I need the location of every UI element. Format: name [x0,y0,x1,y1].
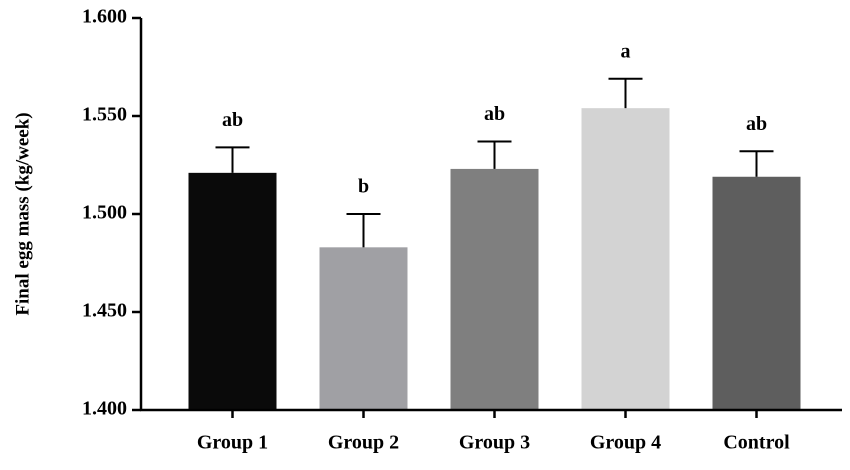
x-tick-label: Group 4 [590,432,661,454]
significance-label: ab [484,103,505,125]
x-tick-label: Group 1 [197,432,268,454]
significance-label: ab [222,109,243,131]
x-tick-label: Control [723,432,790,454]
y-axis-label: Final egg mass (kg/week) [12,112,33,315]
bar [188,172,277,410]
bar [712,176,801,410]
y-tick-label: 1.500 [82,202,127,224]
x-tick-label: Group 2 [328,432,399,454]
y-tick-label: 1.450 [82,300,127,322]
bar [319,247,408,410]
bar [450,168,539,410]
significance-label: a [621,40,631,62]
y-tick-label: 1.400 [82,398,127,420]
y-tick-label: 1.600 [82,6,127,28]
bar [581,108,670,410]
significance-label: ab [746,113,767,135]
y-tick-label: 1.550 [82,104,127,126]
significance-label: b [358,176,369,198]
x-tick-label: Group 3 [459,432,530,454]
